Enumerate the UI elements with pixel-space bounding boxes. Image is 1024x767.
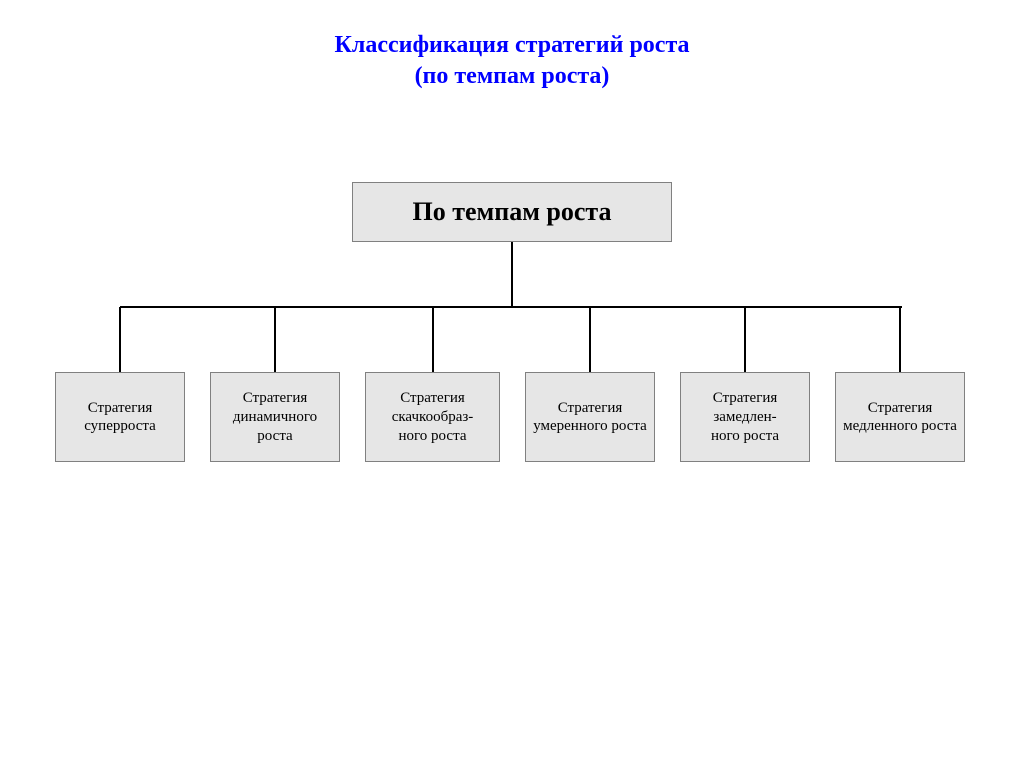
- child-node-label: Стратегия динамичного роста: [215, 389, 335, 445]
- connector-child-stem: [119, 307, 121, 372]
- child-node-label: Стратегия умеренного роста: [530, 399, 650, 437]
- child-node-label: Стратегия замедлен-ного роста: [685, 389, 805, 445]
- connector-child-stem: [744, 307, 746, 372]
- child-node-label: Стратегия суперроста: [60, 399, 180, 437]
- root-node-label: По темпам роста: [412, 197, 611, 227]
- child-node: Стратегия медленного роста: [835, 372, 965, 462]
- connector-root-stem: [511, 242, 513, 307]
- child-node: Стратегия умеренного роста: [525, 372, 655, 462]
- connector-child-stem: [432, 307, 434, 372]
- title-line-2: (по темпам роста): [415, 63, 610, 89]
- child-node: Стратегия динамичного роста: [210, 372, 340, 462]
- title-line-1: Классификация стратегий роста: [334, 32, 689, 58]
- root-node: По темпам роста: [352, 182, 672, 242]
- child-node: Стратегия суперроста: [55, 372, 185, 462]
- child-node-label: Стратегия скачкообраз-ного роста: [370, 389, 495, 445]
- connector-child-stem: [589, 307, 591, 372]
- page-title: Классификация стратегий роста (по темпам…: [0, 0, 1024, 92]
- connector-bus: [120, 306, 902, 308]
- child-node-label: Стратегия медленного роста: [840, 399, 960, 437]
- child-node: Стратегия замедлен-ного роста: [680, 372, 810, 462]
- connector-child-stem: [899, 307, 901, 372]
- connector-child-stem: [274, 307, 276, 372]
- child-node: Стратегия скачкообраз-ного роста: [365, 372, 500, 462]
